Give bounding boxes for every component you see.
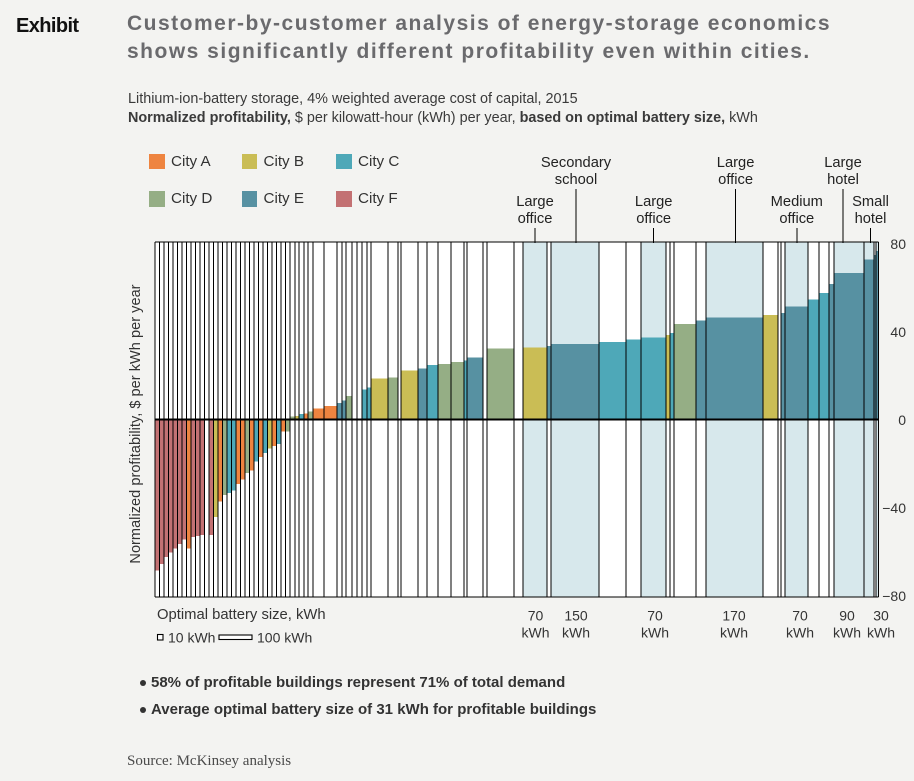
svg-text:−40: −40 — [882, 500, 906, 516]
svg-text:kWh: kWh — [641, 625, 669, 641]
svg-text:office: office — [718, 172, 753, 188]
svg-text:170: 170 — [722, 608, 746, 624]
svg-text:kWh: kWh — [786, 625, 814, 641]
svg-text:Small: Small — [852, 194, 889, 210]
svg-text:0: 0 — [898, 412, 906, 428]
svg-text:70: 70 — [528, 608, 544, 624]
svg-text:90: 90 — [839, 608, 855, 624]
svg-text:Optimal battery size, kWh: Optimal battery size, kWh — [157, 607, 326, 623]
svg-text:office: office — [518, 211, 553, 227]
svg-text:kWh: kWh — [562, 625, 590, 641]
svg-text:70: 70 — [647, 608, 663, 624]
svg-text:hotel: hotel — [827, 172, 859, 188]
svg-text:office: office — [779, 211, 814, 227]
svg-text:Medium: Medium — [771, 194, 823, 210]
svg-text:school: school — [555, 172, 597, 188]
svg-text:70: 70 — [792, 608, 808, 624]
svg-text:Large: Large — [516, 194, 554, 210]
svg-text:−80: −80 — [882, 588, 906, 604]
svg-text:kWh: kWh — [867, 625, 895, 641]
svg-text:Secondary: Secondary — [541, 155, 612, 171]
svg-text:kWh: kWh — [522, 625, 550, 641]
svg-text:40: 40 — [890, 324, 906, 340]
svg-text:kWh: kWh — [833, 625, 861, 641]
svg-text:150: 150 — [564, 608, 588, 624]
svg-text:10 kWh: 10 kWh — [168, 630, 215, 646]
svg-text:Large: Large — [717, 155, 755, 171]
svg-text:Normalized profitability, $ pe: Normalized profitability, $ per kWh per … — [128, 284, 144, 563]
svg-text:hotel: hotel — [855, 211, 887, 227]
svg-text:Large: Large — [635, 194, 673, 210]
svg-text:office: office — [636, 211, 671, 227]
svg-text:Large: Large — [824, 155, 862, 171]
svg-text:kWh: kWh — [720, 625, 748, 641]
svg-text:100 kWh: 100 kWh — [257, 630, 312, 646]
svg-text:80: 80 — [890, 236, 906, 252]
svg-text:30: 30 — [873, 608, 889, 624]
